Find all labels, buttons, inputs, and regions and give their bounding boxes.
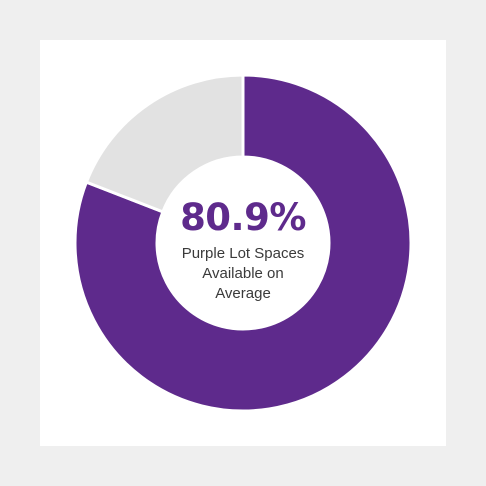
donut-slice-2 (84, 73, 245, 214)
center-value: 80.9% (180, 196, 306, 239)
donut-chart (73, 73, 413, 413)
center-caption-line-2: Available on (202, 265, 284, 282)
center-caption: Purple Lot Spaces Available on Average (143, 244, 343, 304)
chart-card: 80.9% Purple Lot Spaces Available on Ave… (40, 40, 446, 446)
center-caption-line-3: Average (215, 285, 271, 302)
donut-slice-1 (73, 73, 413, 413)
donut-center-label: 80.9% Purple Lot Spaces Available on Ave… (143, 198, 343, 304)
center-caption-line-1: Purple Lot Spaces (181, 245, 305, 262)
